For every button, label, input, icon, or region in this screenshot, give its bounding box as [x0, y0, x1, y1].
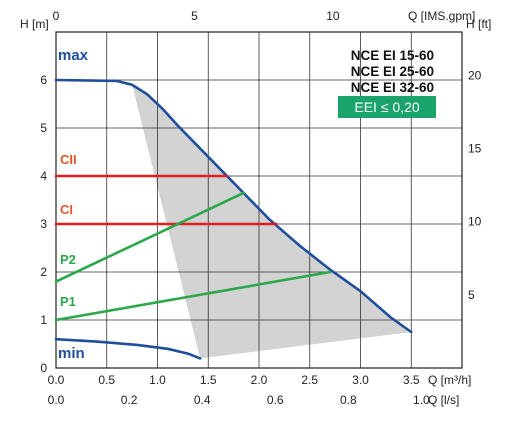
x-bottom2-tick-label: 0.4: [194, 393, 211, 407]
min-curve-label: min: [58, 345, 85, 362]
x-bottom-tick-label: 2.5: [301, 373, 318, 387]
series-line-p1: [54, 270, 332, 322]
eei-badge: [338, 96, 436, 118]
model-name-1: NCE EI 15-60: [351, 48, 434, 63]
x-bottom2-axis-title: Q [l/s]: [428, 393, 459, 407]
x-top-tick-label: 10: [326, 9, 340, 23]
series-line-max: [54, 78, 413, 334]
y-left-tick-label: 1: [40, 313, 47, 327]
cii-curve-label: CII: [60, 152, 77, 167]
ci-curve-label: CI: [60, 202, 73, 217]
x-bottom2-tick-label: 0.6: [267, 393, 284, 407]
tick-labels: 0.0 0.5 1.0 1.5 2.0 2.5 3.0 3.5 0.0 0.2 0.4 0.6 0.8 1…: [40, 9, 481, 407]
x-top-tick-label: 5: [191, 9, 198, 23]
y-left-tick-label: 6: [40, 73, 47, 87]
p1-curve-label: P1: [60, 294, 76, 309]
x-bottom2-tick-label: 0.2: [121, 393, 138, 407]
x-bottom2-tick-label: 0.0: [48, 393, 65, 407]
y-right-tick-label: 5: [468, 288, 475, 302]
y-left-axis-title: H [m]: [20, 17, 49, 31]
x-bottom-axis-title: Q [m³/h]: [428, 373, 471, 387]
x-bottom2-tick-label: 1.0: [413, 393, 430, 407]
model-name-3: NCE EI 32-60: [351, 80, 434, 95]
x-bottom-tick-label: 0.5: [98, 373, 115, 387]
x-bottom-tick-label: 1.5: [200, 373, 217, 387]
y-left-tick-label: 4: [40, 169, 47, 183]
y-left-tick-label: 0: [40, 361, 47, 375]
max-curve-label: max: [58, 47, 89, 64]
y-left-tick-label: 3: [40, 217, 47, 231]
x-bottom-tick-label: 1.0: [149, 373, 166, 387]
model-name-2: NCE EI 25-60: [351, 64, 434, 79]
x-bottom-tick-label: 3.5: [403, 373, 420, 387]
series-layer: [54, 78, 413, 360]
p2-curve-label: P2: [60, 252, 76, 267]
x-top-tick-label: 0: [53, 9, 60, 23]
y-left-tick-label: 5: [40, 121, 47, 135]
x-top-axis-title: Q [IMS.gpm]: [408, 9, 475, 23]
series-line-min: [54, 337, 202, 360]
y-right-tick-label: 20: [468, 68, 482, 82]
x-bottom-tick-label: 3.0: [352, 373, 369, 387]
y-right-axis-title: H [ft]: [466, 17, 491, 31]
y-left-tick-label: 2: [40, 265, 47, 279]
x-bottom-tick-label: 2.0: [251, 373, 268, 387]
plot-frame: [55, 31, 463, 369]
eei-badge-label: EEI ≤ 0,20: [354, 99, 419, 115]
series-line-p2: [54, 191, 246, 283]
y-right-tick-label: 10: [468, 215, 482, 229]
y-right-tick-label: 15: [468, 142, 482, 156]
x-bottom-tick-label: 0.0: [48, 373, 65, 387]
x-bottom2-tick-label: 0.8: [340, 393, 357, 407]
